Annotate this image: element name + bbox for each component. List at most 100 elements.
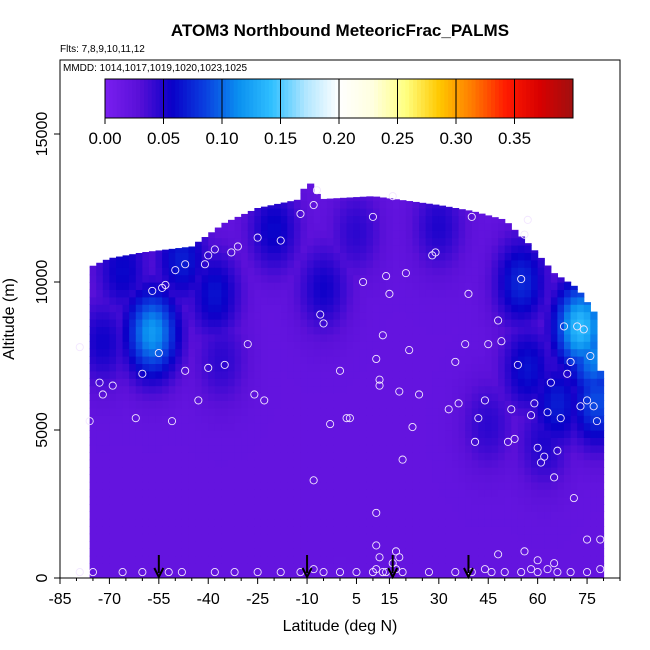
- heatmap-cell: [260, 363, 269, 372]
- heatmap-cell: [293, 563, 302, 572]
- heatmap-cell: [129, 467, 137, 475]
- heatmap-cell: [181, 252, 190, 261]
- heatmap-cell: [491, 333, 499, 342]
- heatmap-cell: [307, 393, 315, 401]
- heatmap-cell: [425, 259, 433, 268]
- heatmap-cell: [392, 526, 400, 535]
- heatmap-cell: [148, 326, 157, 335]
- heatmap-cell: [326, 511, 335, 520]
- heatmap-cell: [195, 481, 203, 490]
- heatmap-cell: [471, 245, 479, 253]
- heatmap-cell: [491, 222, 499, 231]
- heatmap-cell: [596, 511, 605, 520]
- heatmap-cell: [148, 296, 157, 305]
- heatmap-cell: [583, 541, 591, 549]
- heatmap-cell: [333, 415, 341, 424]
- heatmap-cell: [531, 518, 539, 527]
- heatmap-cell: [280, 511, 288, 520]
- heatmap-cell: [333, 481, 341, 490]
- heatmap-cell: [445, 415, 453, 424]
- heatmap-cell: [570, 304, 578, 313]
- heatmap-cell: [241, 319, 249, 327]
- heatmap-cell: [247, 430, 255, 438]
- heatmap-cell: [188, 541, 196, 549]
- sample-point: [583, 396, 592, 405]
- heatmap-cell: [340, 422, 348, 431]
- heatmap-cell: [386, 215, 394, 224]
- heatmap-cell: [471, 467, 479, 475]
- heatmap-cell: [478, 459, 486, 468]
- heatmap-cell: [116, 474, 124, 483]
- heatmap-cell: [570, 489, 578, 498]
- heatmap-cell: [96, 496, 104, 505]
- heatmap-cell: [596, 393, 605, 401]
- heatmap-cell: [544, 289, 552, 298]
- heatmap-cell: [353, 356, 361, 364]
- heatmap-cell: [340, 393, 348, 401]
- heatmap-cell: [168, 422, 176, 431]
- heatmap-cell: [300, 504, 308, 512]
- sample-point: [230, 568, 239, 577]
- heatmap-cell: [307, 533, 315, 542]
- heatmap-cell: [478, 252, 486, 261]
- heatmap-cell: [590, 533, 598, 542]
- heatmap-cell: [307, 452, 315, 461]
- heatmap-cell: [379, 326, 387, 335]
- heatmap-cell: [228, 511, 236, 520]
- heatmap-cell: [557, 452, 565, 461]
- heatmap-cell: [333, 526, 341, 535]
- heatmap-cell: [458, 430, 466, 438]
- heatmap-cell: [234, 393, 242, 401]
- heatmap-cell: [129, 267, 137, 276]
- heatmap-cell: [498, 393, 506, 401]
- heatmap-cell: [340, 407, 348, 416]
- heatmap-cell: [320, 296, 328, 305]
- heatmap-cell: [366, 200, 374, 209]
- heatmap-cell: [392, 570, 400, 578]
- heatmap-cell: [537, 548, 545, 557]
- x-tick-label: -85: [48, 591, 71, 608]
- heatmap-cell: [247, 407, 255, 416]
- heatmap-cell: [109, 304, 117, 313]
- heatmap-cell: [478, 385, 486, 394]
- colorbar-segment: [440, 79, 445, 118]
- heatmap-cell: [274, 563, 282, 572]
- heatmap-cell: [498, 526, 506, 535]
- colorbar-segment: [327, 79, 332, 118]
- heatmap-cell: [372, 208, 381, 216]
- heatmap-cell: [234, 319, 242, 327]
- heatmap-cell: [577, 474, 585, 483]
- heatmap-cell: [517, 548, 526, 557]
- heatmap-cell: [379, 259, 387, 268]
- heatmap-cell: [320, 467, 328, 475]
- heatmap-cell: [372, 200, 381, 209]
- heatmap-cell: [254, 259, 262, 268]
- colorbar-segment: [171, 79, 176, 118]
- colorbar-segment: [401, 79, 406, 118]
- heatmap-cell: [596, 378, 605, 387]
- heatmap-cell: [241, 415, 249, 424]
- heatmap-cell: [89, 282, 97, 290]
- heatmap-cell: [280, 259, 288, 268]
- heatmap-cell: [168, 489, 176, 498]
- colorbar: 0.00 0.05 0.10 0.15 0.20 0.25 0.30 0.35: [88, 78, 574, 148]
- colorbar-segment: [378, 79, 383, 118]
- heatmap-cell: [392, 259, 400, 268]
- heatmap-cell: [564, 430, 572, 438]
- heatmap-cell: [392, 444, 400, 453]
- sample-point: [309, 476, 318, 485]
- heatmap-cell: [452, 459, 460, 468]
- heatmap-cell: [379, 348, 387, 357]
- heatmap-cell: [478, 326, 486, 335]
- heatmap-cell: [432, 370, 440, 379]
- heatmap-cell: [557, 393, 565, 401]
- heatmap-cell: [254, 452, 262, 461]
- heatmap-cell: [458, 341, 466, 350]
- heatmap-cell: [241, 259, 249, 268]
- heatmap-cell: [531, 504, 539, 512]
- heatmap-cell: [241, 533, 249, 542]
- heatmap-cell: [372, 311, 381, 320]
- heatmap-cell: [155, 267, 163, 276]
- heatmap-cell: [346, 356, 354, 364]
- heatmap-cell: [445, 370, 453, 379]
